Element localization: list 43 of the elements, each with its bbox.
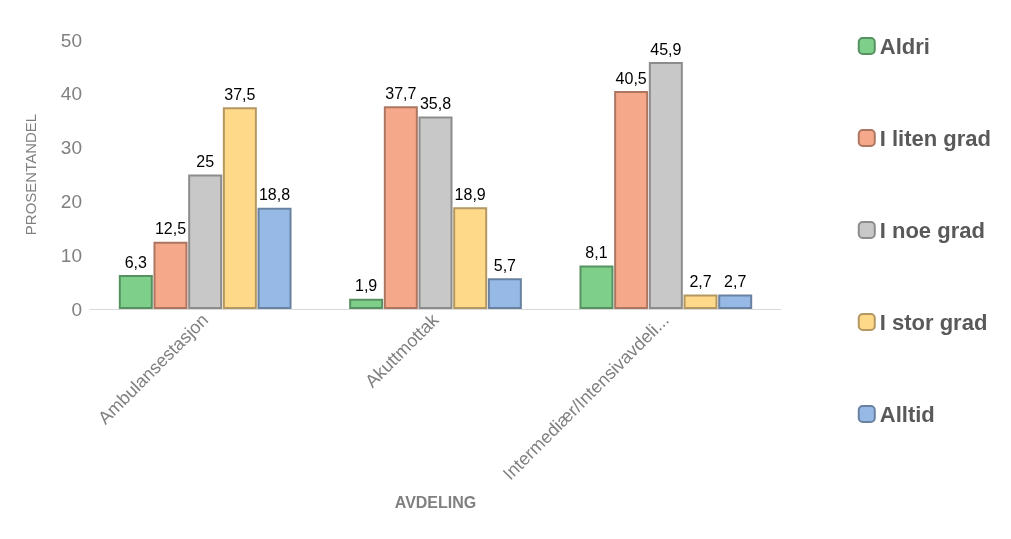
data-label: 5,7	[493, 256, 517, 274]
bar	[118, 275, 153, 309]
data-label: 45,9	[650, 40, 682, 58]
data-label: 6,3	[124, 253, 148, 271]
y-tick-label: 30	[60, 137, 82, 159]
legend-label: I noe grad	[879, 217, 985, 243]
bar	[718, 294, 753, 309]
data-label: 2,7	[689, 272, 712, 290]
bar	[648, 62, 683, 309]
data-label: 1,9	[355, 277, 378, 295]
y-tick-label: 50	[60, 29, 82, 51]
legend-label: I stor grad	[879, 309, 988, 335]
bar	[188, 174, 223, 309]
legend-label: Alltid	[879, 401, 935, 427]
bar	[383, 106, 418, 309]
data-label: 12,5	[154, 220, 187, 238]
x-axis-title: AVDELING	[394, 493, 477, 511]
bar	[614, 91, 649, 309]
legend-label: Aldri	[879, 33, 930, 59]
y-tick-label: 10	[60, 244, 82, 266]
bar	[683, 294, 718, 309]
bar	[453, 207, 488, 309]
y-tick-label: 40	[60, 83, 82, 105]
data-label: 2,7	[724, 272, 747, 290]
bar	[153, 241, 188, 309]
data-label: 35,8	[419, 94, 452, 112]
bar	[418, 116, 453, 309]
data-label: 18,9	[454, 185, 486, 203]
data-label: 37,7	[385, 84, 417, 102]
data-label: 8,1	[585, 243, 608, 261]
bar	[349, 298, 384, 309]
y-tick-label: 20	[60, 190, 82, 212]
bar	[222, 107, 257, 309]
legend-label: I liten grad	[879, 125, 992, 151]
data-label: 25	[196, 153, 215, 170]
bar	[257, 207, 292, 309]
bar	[579, 265, 614, 309]
y-axis-title: PROSENTANDEL	[22, 113, 39, 236]
data-label: 37,5	[224, 85, 256, 103]
data-label: 40,5	[615, 69, 647, 87]
bar	[487, 278, 522, 309]
y-tick-label: 0	[71, 298, 82, 320]
data-label: 18,8	[258, 186, 291, 204]
